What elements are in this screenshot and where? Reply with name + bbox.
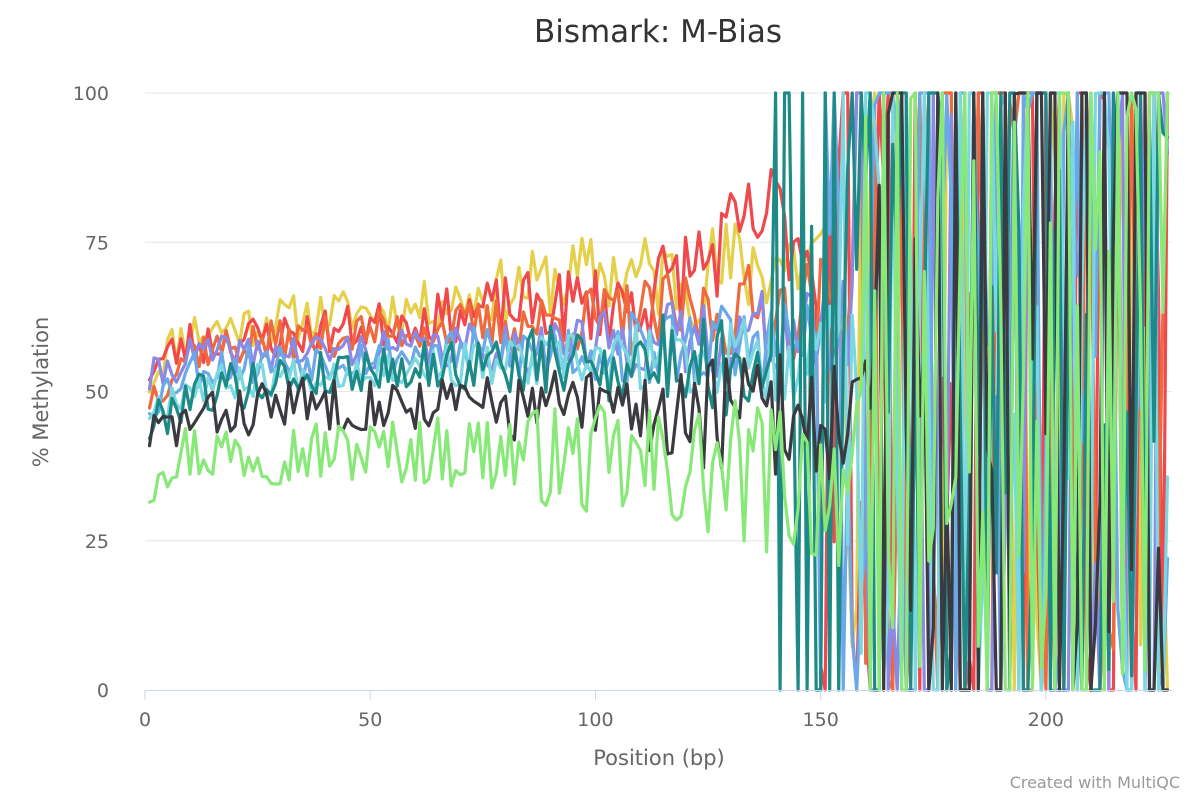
- credits-link[interactable]: Created with MultiQC: [1009, 773, 1180, 792]
- x-tick-label-200: 200: [1028, 709, 1064, 731]
- y-tick-label-25: 25: [85, 531, 109, 553]
- x-tick-label-0: 0: [139, 709, 151, 731]
- y-tick-label-0: 0: [97, 680, 109, 702]
- series-line-7[interactable]: [147, 91, 1170, 692]
- y-tick-label-100: 100: [73, 83, 109, 105]
- x-tick-label-50: 50: [358, 709, 382, 731]
- x-tick-label-150: 150: [803, 709, 839, 731]
- y-axis-title: % Methylation: [29, 317, 53, 468]
- x-axis-title: Position (bp): [593, 746, 725, 770]
- y-tick-label-50: 50: [85, 382, 109, 404]
- series-line-9[interactable]: [147, 91, 1170, 692]
- x-tick-label-100: 100: [577, 709, 613, 731]
- axes: 0 25 50 75 100 0 50 100 150 200: [73, 83, 1172, 731]
- chart-title: Bismark: M-Bias: [533, 14, 783, 50]
- series-group: [147, 91, 1170, 692]
- y-tick-label-75: 75: [85, 232, 109, 254]
